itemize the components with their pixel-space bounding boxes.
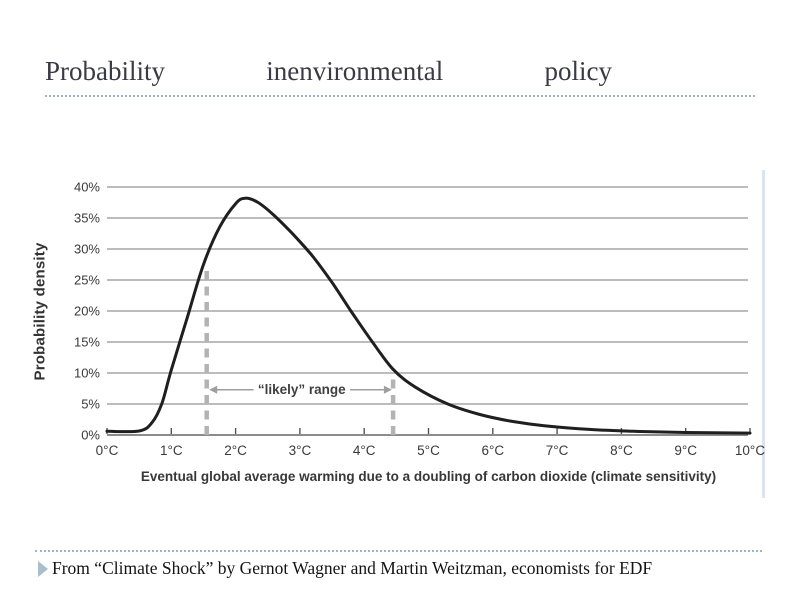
footer: From “Climate Shock” by Gernot Wagner an… (38, 557, 778, 580)
x-tick-label: 9°C (674, 443, 697, 458)
x-tick-label: 8°C (610, 443, 633, 458)
x-axis-title: Eventual global average warming due to a… (140, 469, 717, 484)
slide-title-word: inenvironmental (266, 56, 444, 86)
x-tick-label: 0°C (96, 443, 119, 458)
slide-title: Probability inenvironmental policy (45, 56, 612, 87)
likely-range-label: “likely” range (258, 382, 346, 397)
x-tick-label: 5°C (417, 443, 440, 458)
x-tick-label: 1°C (160, 443, 183, 458)
x-tick-label: 6°C (481, 443, 504, 458)
y-tick-label: 40% (74, 180, 100, 195)
y-tick-label: 15% (74, 335, 100, 350)
y-tick-label: 0% (81, 428, 100, 443)
x-tick-label: 2°C (224, 443, 247, 458)
x-tick-label: 3°C (289, 443, 312, 458)
y-tick-label: 10% (74, 366, 100, 381)
slide-title-word: Probability (45, 56, 165, 86)
footer-divider (35, 550, 762, 552)
y-tick-label: 5% (81, 397, 100, 412)
likely-range-right-arrowhead (383, 385, 392, 394)
y-tick-label: 35% (74, 211, 100, 226)
slide-title-word: policy (544, 56, 612, 86)
likely-range-left-arrowhead (209, 385, 218, 394)
y-tick-label: 25% (74, 273, 100, 288)
x-tick-label: 4°C (353, 443, 376, 458)
density-curve (105, 196, 752, 435)
x-tick-label: 7°C (546, 443, 569, 458)
footer-citation: From “Climate Shock” by Gernot Wagner an… (52, 558, 653, 578)
y-tick-label: 30% (74, 242, 100, 257)
y-tick-label: 20% (74, 304, 100, 319)
x-tick-label: 10°C (735, 443, 765, 458)
footer-bullet-icon (38, 561, 48, 577)
title-divider (45, 95, 755, 97)
